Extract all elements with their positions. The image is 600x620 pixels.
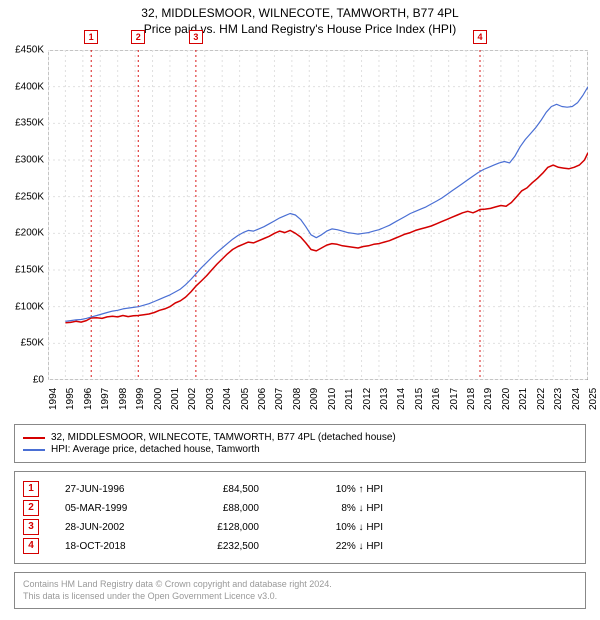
chart-marker-4: 4 (473, 30, 487, 44)
transaction-row: 2 05-MAR-1999 £88,000 8% ↓ HPI (23, 500, 577, 516)
x-axis-label: 1995 (65, 388, 76, 410)
y-axis-label: £450K (15, 45, 44, 56)
x-axis-label: 2002 (187, 388, 198, 410)
marker-box-4: 4 (23, 538, 39, 554)
x-axis-label: 2013 (379, 388, 390, 410)
transaction-date: 18-OCT-2018 (65, 541, 165, 552)
x-axis-label: 2022 (536, 388, 547, 410)
legend-label-red: 32, MIDDLESMOOR, WILNECOTE, TAMWORTH, B7… (51, 432, 396, 443)
title-address: 32, MIDDLESMOOR, WILNECOTE, TAMWORTH, B7… (0, 6, 600, 20)
footer-line1: Contains HM Land Registry data © Crown c… (23, 579, 577, 591)
x-axis-label: 2016 (431, 388, 442, 410)
transaction-row: 1 27-JUN-1996 £84,500 10% ↑ HPI (23, 481, 577, 497)
y-axis-label: £250K (15, 191, 44, 202)
x-axis-label: 1996 (83, 388, 94, 410)
transaction-delta: 10% ↓ HPI (283, 522, 383, 533)
legend-box: 32, MIDDLESMOOR, WILNECOTE, TAMWORTH, B7… (14, 424, 586, 463)
footer-box: Contains HM Land Registry data © Crown c… (14, 572, 586, 609)
chart-marker-1: 1 (84, 30, 98, 44)
x-axis-label: 1998 (118, 388, 129, 410)
x-axis-label: 2001 (170, 388, 181, 410)
chart-marker-3: 3 (189, 30, 203, 44)
x-axis-label: 2015 (414, 388, 425, 410)
x-axis-label: 2003 (205, 388, 216, 410)
transaction-row: 3 28-JUN-2002 £128,000 10% ↓ HPI (23, 519, 577, 535)
y-axis-label: £350K (15, 118, 44, 129)
x-axis-label: 2007 (274, 388, 285, 410)
x-axis-label: 2010 (327, 388, 338, 410)
transaction-price: £84,500 (189, 484, 259, 495)
x-axis-label: 2020 (501, 388, 512, 410)
y-axis-label: £200K (15, 228, 44, 239)
x-axis-label: 2025 (588, 388, 599, 410)
transaction-delta: 10% ↑ HPI (283, 484, 383, 495)
transaction-price: £128,000 (189, 522, 259, 533)
x-axis-label: 2023 (553, 388, 564, 410)
y-axis-label: £300K (15, 155, 44, 166)
chart-marker-2: 2 (131, 30, 145, 44)
marker-box-2: 2 (23, 500, 39, 516)
x-axis-label: 2000 (153, 388, 164, 410)
transaction-price: £88,000 (189, 503, 259, 514)
price-chart (48, 50, 588, 380)
x-axis-label: 2006 (257, 388, 268, 410)
transaction-price: £232,500 (189, 541, 259, 552)
y-axis-label: £0 (33, 375, 44, 386)
x-axis-label: 1997 (100, 388, 111, 410)
x-axis-label: 2012 (362, 388, 373, 410)
transaction-date: 28-JUN-2002 (65, 522, 165, 533)
x-axis-label: 2005 (240, 388, 251, 410)
transactions-table: 1 27-JUN-1996 £84,500 10% ↑ HPI 2 05-MAR-1999… (14, 471, 586, 564)
x-axis-label: 2011 (344, 388, 355, 410)
footer-line2: This data is licensed under the Open Gov… (23, 591, 577, 603)
x-axis-label: 2017 (449, 388, 460, 410)
legend-swatch-red (23, 437, 45, 439)
transaction-date: 27-JUN-1996 (65, 484, 165, 495)
y-axis-label: £150K (15, 265, 44, 276)
x-axis-label: 2018 (466, 388, 477, 410)
y-axis-label: £50K (21, 338, 44, 349)
x-axis-label: 2019 (483, 388, 494, 410)
marker-box-3: 3 (23, 519, 39, 535)
x-axis-label: 2008 (292, 388, 303, 410)
y-axis-label: £400K (15, 81, 44, 92)
y-axis-label: £100K (15, 301, 44, 312)
transaction-row: 4 18-OCT-2018 £232,500 22% ↓ HPI (23, 538, 577, 554)
marker-box-1: 1 (23, 481, 39, 497)
x-axis-label: 1994 (48, 388, 59, 410)
chart-container: £0£50K£100K£150K£200K£250K£300K£350K£400… (48, 50, 590, 380)
x-axis-label: 2024 (571, 388, 582, 410)
legend-swatch-blue (23, 449, 45, 451)
x-axis-label: 2004 (222, 388, 233, 410)
x-axis-label: 2021 (518, 388, 529, 410)
x-axis-label: 2009 (309, 388, 320, 410)
legend-label-blue: HPI: Average price, detached house, Tamw… (51, 444, 260, 455)
x-axis-label: 1999 (135, 388, 146, 410)
transaction-delta: 22% ↓ HPI (283, 541, 383, 552)
transaction-date: 05-MAR-1999 (65, 503, 165, 514)
transaction-delta: 8% ↓ HPI (283, 503, 383, 514)
x-axis-label: 2014 (396, 388, 407, 410)
